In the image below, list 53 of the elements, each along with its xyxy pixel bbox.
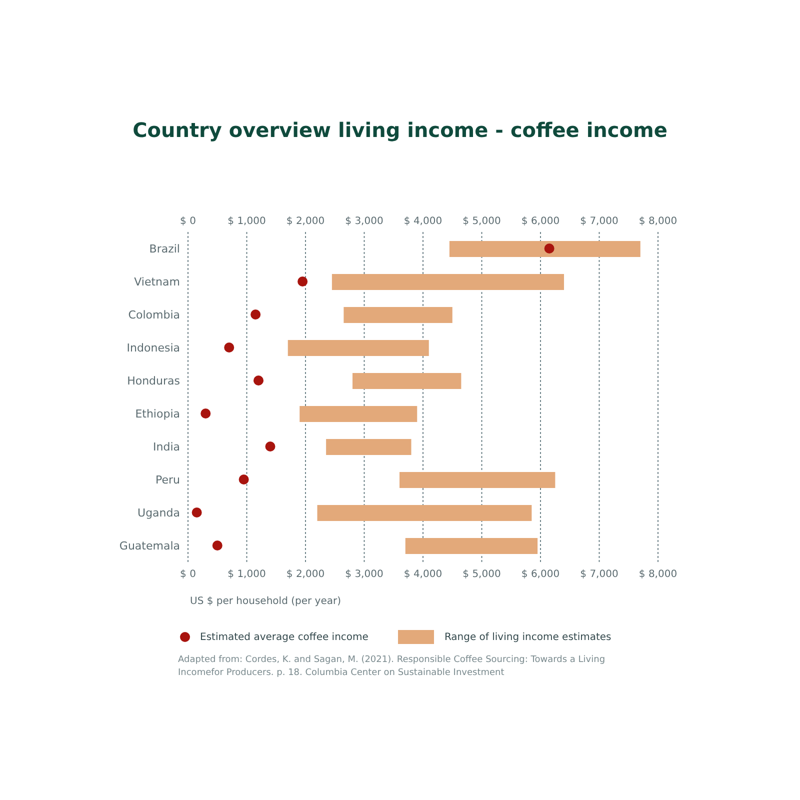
y-tick-label: Colombia [128, 308, 180, 322]
x-tick-label: $ 6,000 [521, 216, 560, 227]
y-tick-label: Indonesia [126, 341, 180, 354]
y-tick-label: Guatemala [119, 539, 180, 552]
legend-label: Range of living income estimates [444, 632, 612, 642]
y-tick-label: Ethiopia [135, 407, 180, 420]
x-tick-label: $ 1,000 [228, 216, 266, 227]
bar [400, 472, 556, 488]
x-tick-label: $ 8,000 [638, 216, 678, 227]
point [254, 376, 264, 386]
bar [332, 274, 564, 290]
y-tick-label: Brazil [149, 242, 180, 256]
point [200, 408, 211, 418]
bar [326, 439, 412, 455]
bar [352, 373, 462, 389]
bar [449, 241, 640, 257]
x-axis-title: US $ per household (per year) [190, 596, 342, 607]
x-tick-label: $ 2,000 [286, 216, 325, 227]
point [224, 342, 234, 352]
y-tick-label: Uganda [138, 506, 180, 520]
y-tick-label: Honduras [127, 374, 180, 388]
bar [317, 505, 532, 521]
x2-tick-label: $ 7,000 [580, 569, 618, 580]
point [298, 276, 308, 286]
text: Adapted from: Cordes, K. and Sagan, M. (2021). Responsible Coffee Sourcing: Towards a Living Incomefor Producers. p. 18. Columbia Center on Sustainable Investment [177, 654, 606, 680]
point [212, 540, 222, 550]
point [544, 244, 554, 254]
bar [300, 406, 418, 422]
x2-tick-label: $ 6,000 [521, 569, 560, 580]
point [265, 442, 276, 452]
point [250, 310, 261, 320]
point [192, 508, 202, 518]
x-tick-label: $ 0 [180, 216, 196, 227]
x-tick-label: $ 3,000 [345, 216, 384, 227]
legend-label: Estimated average coffee income [200, 632, 368, 642]
x2-tick-label: $ 4,000 [404, 569, 442, 580]
y-tick-label: Peru [155, 473, 180, 486]
point [238, 474, 249, 484]
x-tick-label: $ 4,000 [404, 216, 442, 227]
x-tick-label: $ 5,000 [462, 216, 501, 227]
bar [405, 538, 538, 554]
x2-tick-label: $ 5,000 [462, 569, 501, 580]
x2-tick-label: $ 2,000 [286, 569, 325, 580]
x2-tick-label: $ 3,000 [345, 569, 384, 580]
x2-tick-label: $ 0 [180, 569, 196, 580]
x2-tick-label: $ 8,000 [638, 569, 678, 580]
y-tick-label: India [153, 440, 180, 454]
x2-tick-label: $ 1,000 [228, 569, 266, 580]
chart-title: Country overview living income - coffee income [132, 118, 668, 142]
bar [344, 307, 452, 323]
bar [288, 340, 429, 356]
y-tick-label: Vietnam [134, 275, 180, 288]
x-tick-label: $ 7,000 [580, 216, 618, 227]
